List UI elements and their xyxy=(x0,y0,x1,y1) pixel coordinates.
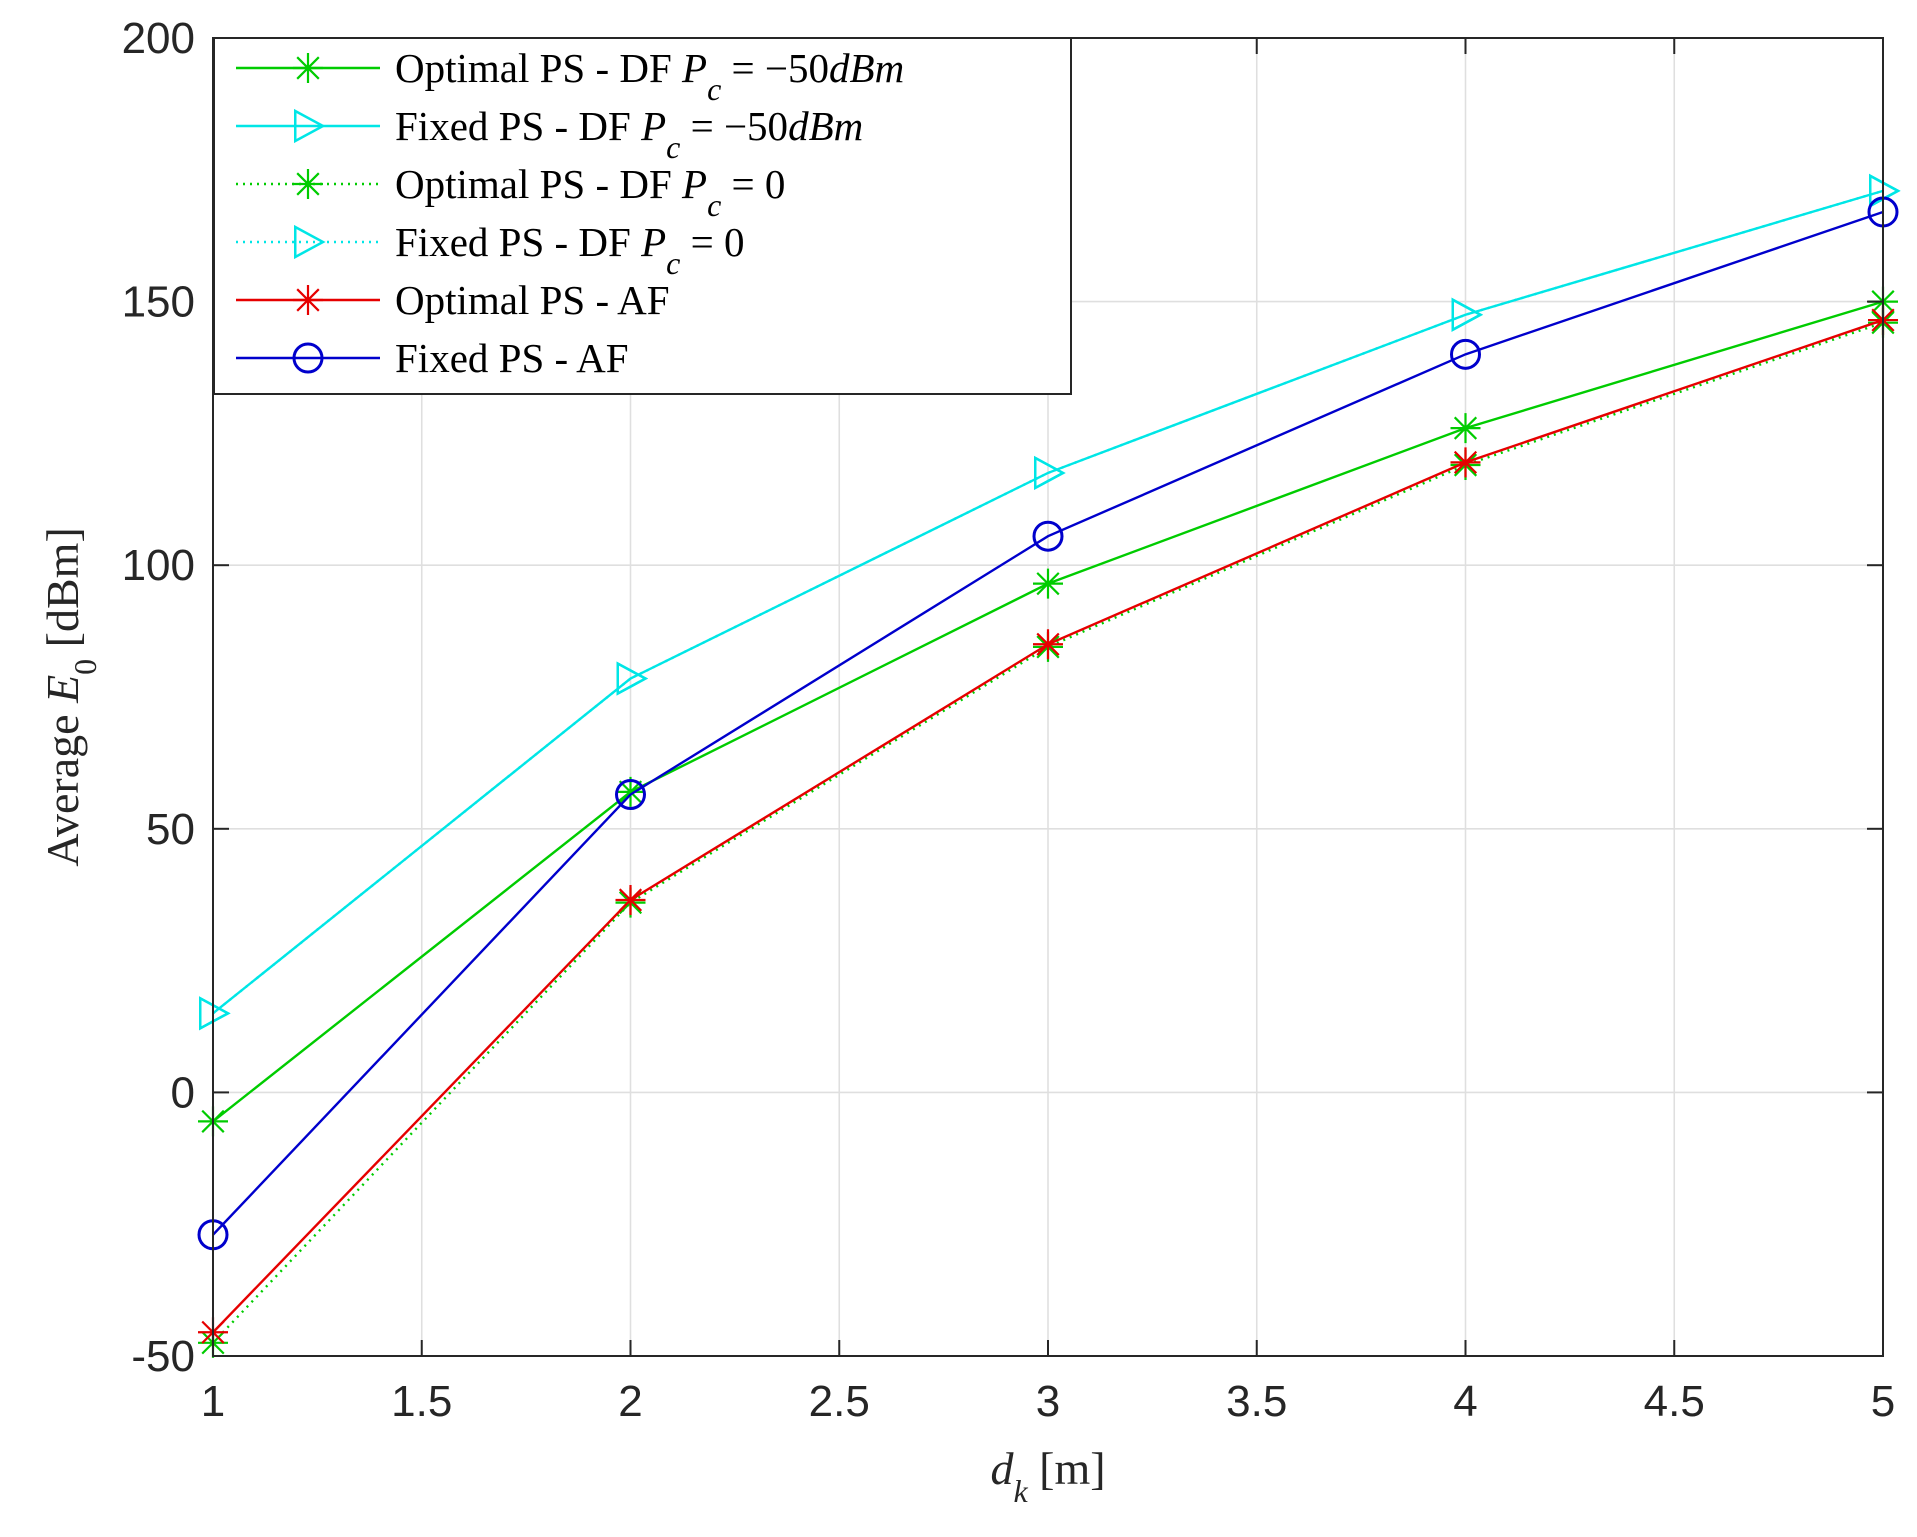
y-tick-label: 150 xyxy=(122,278,195,327)
legend-label: Fixed PS - DF Pc = −50dBm xyxy=(395,103,863,165)
data-point-star-marker xyxy=(1450,447,1481,478)
data-point-circle-marker xyxy=(615,779,646,811)
legend-label: Optimal PS - AF xyxy=(395,277,670,323)
data-point-circle-marker xyxy=(1032,520,1064,552)
data-point-star-marker xyxy=(615,776,646,807)
legend-entry: Optimal PS - DF Pc = −50dBm xyxy=(236,45,904,107)
x-tick-label: 1.5 xyxy=(391,1377,452,1426)
x-tick-label: 3.5 xyxy=(1226,1377,1287,1426)
series-5 xyxy=(197,196,1899,1251)
y-tick-label: 100 xyxy=(122,541,195,590)
legend-entry: Fixed PS - DF Pc = 0 xyxy=(236,219,744,281)
y-tick-label: 0 xyxy=(171,1068,195,1117)
series-line xyxy=(212,189,1884,1015)
x-tick-label: 5 xyxy=(1871,1377,1895,1426)
legend-box xyxy=(213,37,1072,395)
data-point-star-marker xyxy=(293,169,323,199)
legend-label: Fixed PS - AF xyxy=(395,335,629,381)
x-tick-label: 2 xyxy=(618,1377,642,1426)
series-line xyxy=(212,210,1884,1236)
data-point-triangle-marker xyxy=(199,996,231,1031)
y-tick-label: -50 xyxy=(131,1332,195,1381)
x-axis-label: dk [m] xyxy=(990,1443,1105,1509)
axis-ticks: 1 1.5 2 2.5 3 3.5 4 4.5 5 -50 0 50 100 150 200 xyxy=(122,14,1896,1426)
data-point-circle-marker xyxy=(1450,338,1481,370)
data-point-triangle-marker xyxy=(294,108,326,144)
data-point-triangle-marker xyxy=(616,661,649,696)
legend-entry: Optimal PS - AF xyxy=(236,277,670,323)
data-point-triangle-marker xyxy=(1451,297,1484,332)
legend-entry: Fixed PS - DF Pc = −50dBm xyxy=(236,103,863,165)
data-point-star-marker xyxy=(1450,413,1481,444)
y-axis-label: Average E0 [dBm] xyxy=(37,527,103,867)
data-point-star-marker xyxy=(1033,568,1063,599)
x-tick-label: 4.5 xyxy=(1644,1377,1705,1426)
y-tick-label: 50 xyxy=(146,805,195,854)
legend-entry: Fixed PS - AF xyxy=(236,335,629,381)
plot-series xyxy=(197,173,1901,1358)
data-point-star-marker xyxy=(293,53,323,83)
x-tick-label: 1 xyxy=(201,1377,225,1426)
data-point-triangle-marker xyxy=(294,224,326,260)
x-axis-title: dk [m] xyxy=(990,1443,1105,1509)
data-point-star-marker xyxy=(293,285,323,315)
legend-label: Optimal PS - DF Pc = −50dBm xyxy=(395,45,904,107)
data-point-triangle-marker xyxy=(1034,455,1066,491)
data-point-star-marker xyxy=(615,884,646,915)
legend-label: Optimal PS - DF Pc = 0 xyxy=(395,161,785,223)
data-point-circle-marker xyxy=(292,342,324,374)
legend-label: Fixed PS - DF Pc = 0 xyxy=(395,219,744,281)
x-tick-label: 4 xyxy=(1453,1377,1477,1426)
data-point-star-marker xyxy=(1033,629,1063,660)
y-tick-label: 200 xyxy=(122,14,195,63)
x-tick-label: 3 xyxy=(1036,1377,1060,1426)
x-tick-label: 2.5 xyxy=(809,1377,870,1426)
legend-entry: Optimal PS - DF Pc = 0 xyxy=(236,161,785,223)
y-axis-title: Average E0 [dBm] xyxy=(37,527,103,867)
